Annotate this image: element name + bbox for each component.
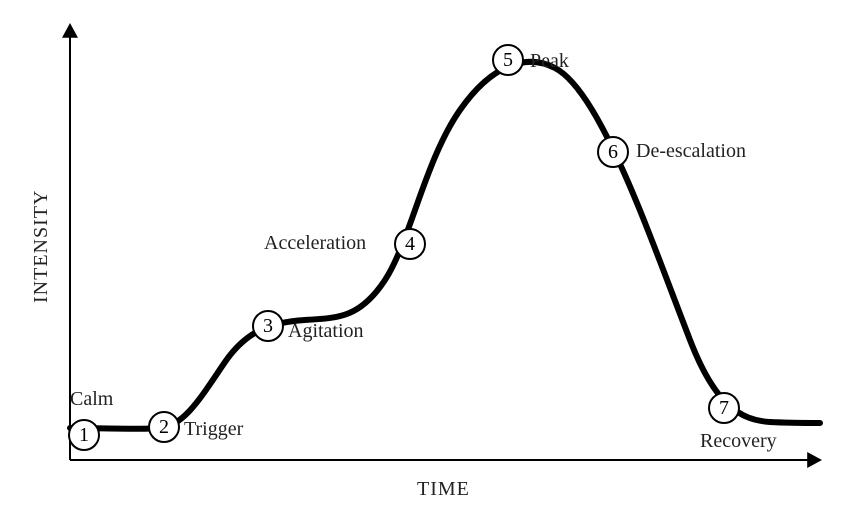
- stage-node-number: 1: [79, 424, 89, 447]
- stage-node-number: 3: [263, 315, 273, 338]
- stage-node-number: 5: [503, 49, 513, 72]
- stage-label-6: De-escalation: [636, 140, 746, 163]
- stage-node-4: 4: [394, 228, 426, 260]
- stage-node-5: 5: [492, 44, 524, 76]
- x-axis-label: TIME: [417, 478, 470, 501]
- stage-label-3: Agitation: [288, 320, 364, 343]
- stage-label-5: Peak: [530, 50, 569, 73]
- stage-node-number: 4: [405, 233, 415, 256]
- stage-node-1: 1: [68, 419, 100, 451]
- stage-node-7: 7: [708, 392, 740, 424]
- stage-node-number: 6: [608, 141, 618, 164]
- stage-label-7: Recovery: [700, 430, 777, 453]
- stage-node-number: 7: [719, 397, 729, 420]
- y-axis-label: INTENSITY: [30, 189, 53, 302]
- stage-node-number: 2: [159, 416, 169, 439]
- stage-node-3: 3: [252, 310, 284, 342]
- stage-label-1: Calm: [70, 388, 113, 411]
- stage-label-4: Acceleration: [264, 232, 366, 255]
- stage-node-2: 2: [148, 411, 180, 443]
- chart-canvas: INTENSITY TIME 1 Calm 2 Trigger 3 Agitation 4 A…: [0, 0, 850, 514]
- stage-node-6: 6: [597, 136, 629, 168]
- stage-label-2: Trigger: [184, 418, 243, 441]
